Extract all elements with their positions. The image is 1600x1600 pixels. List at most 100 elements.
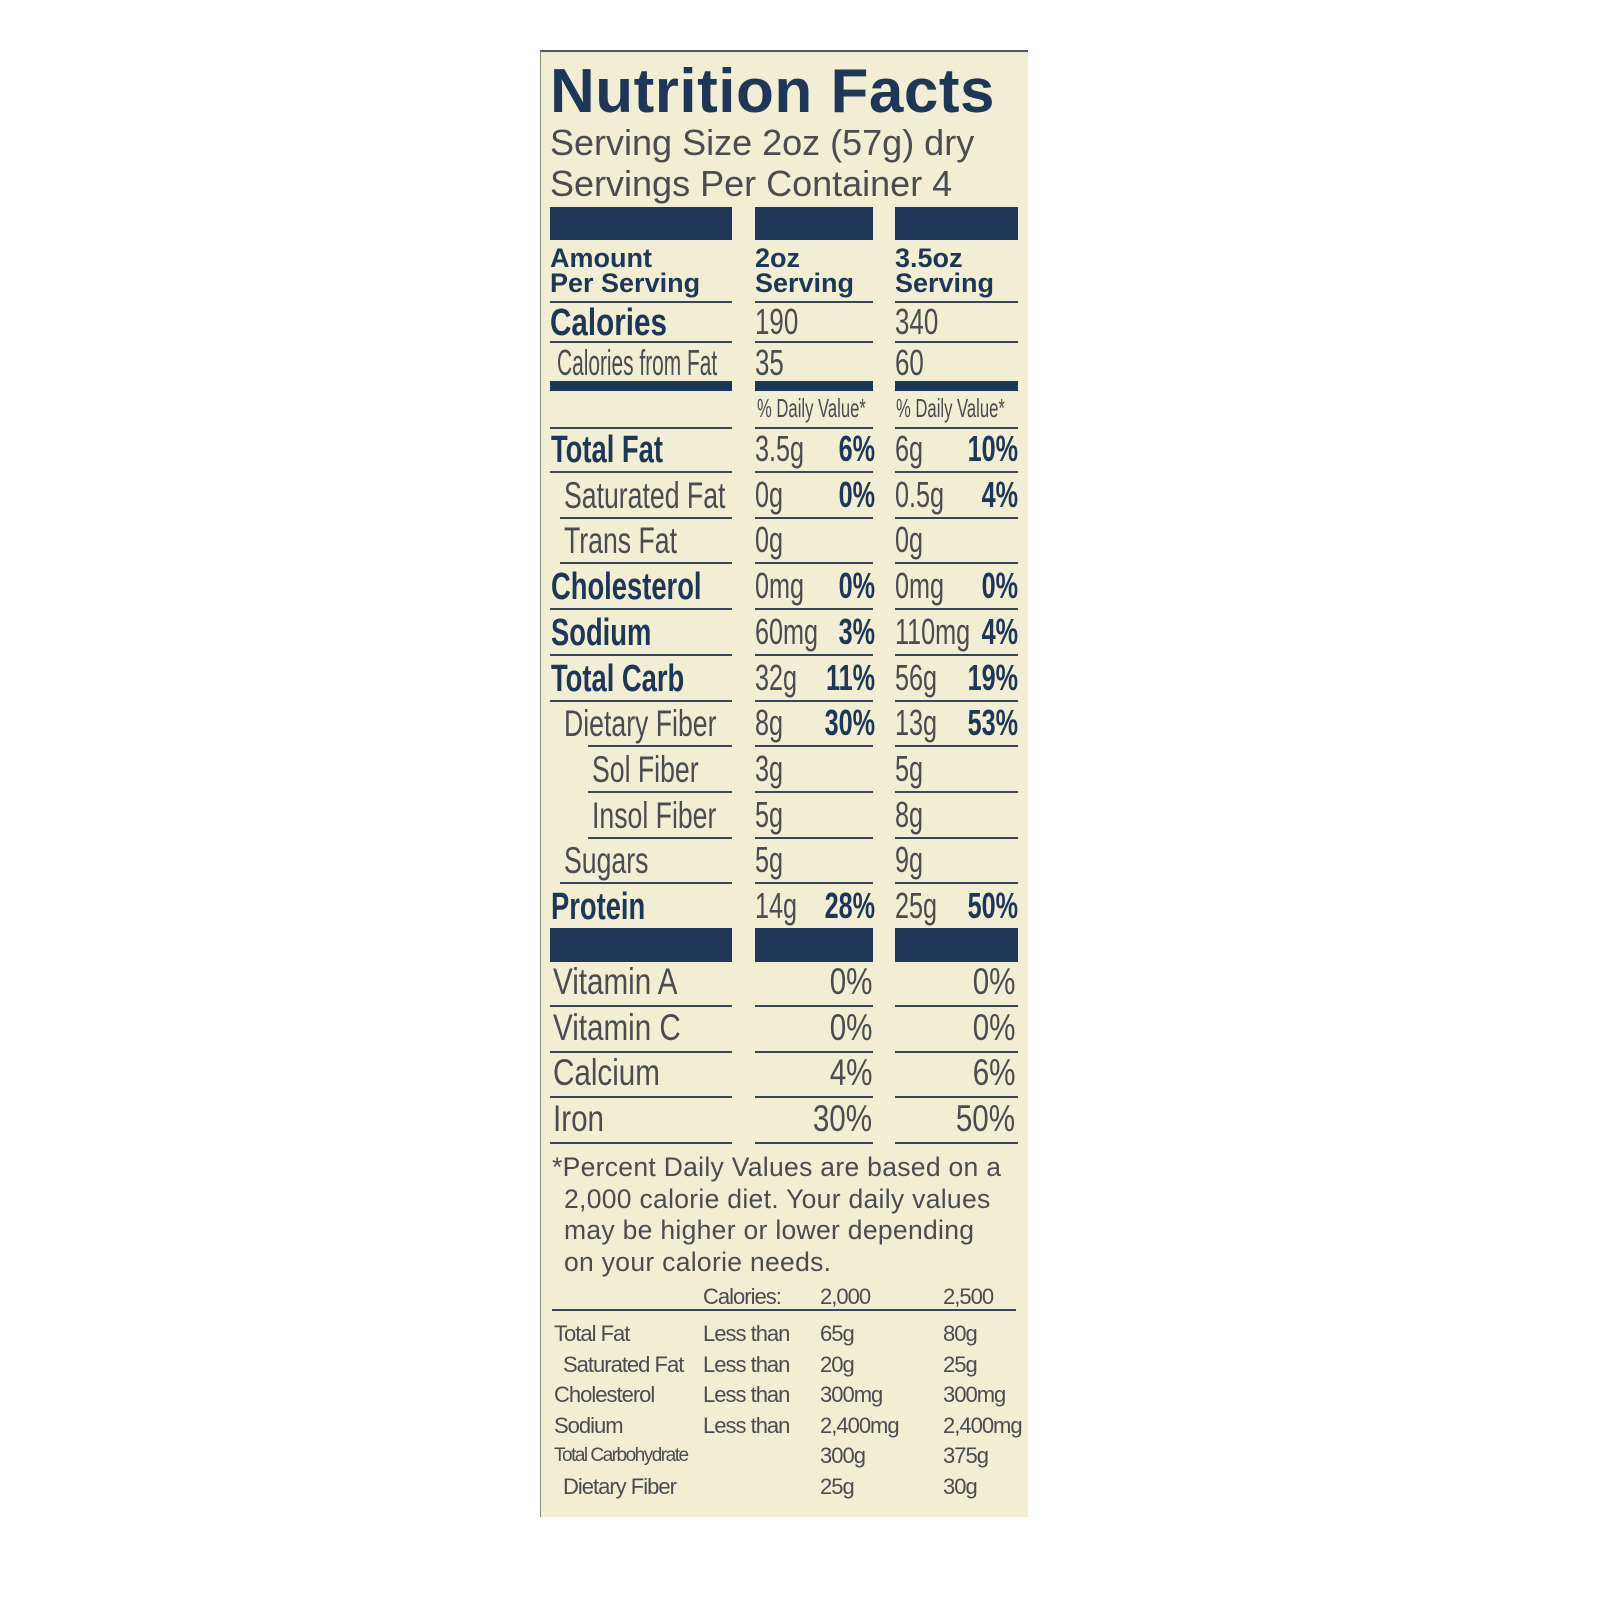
nutrient-col2-amount-text: 0mg: [895, 565, 945, 607]
thick-divider: [550, 381, 732, 391]
dv-nutrient: Sodium: [554, 1412, 624, 1438]
vitamin-label: Iron: [553, 1100, 617, 1137]
col2-header-text: 3.5oz: [895, 243, 963, 273]
calories-from-fat-label-text: Calories from Fat: [557, 342, 718, 383]
rule-line: [755, 516, 873, 519]
rule-line: [895, 1142, 1018, 1145]
nutrient-col1-amount-text: 5g: [755, 793, 784, 835]
rule-line: [550, 699, 732, 702]
rule-line: [550, 1005, 732, 1007]
nutrient-label: Sugars: [564, 842, 681, 879]
vitamin-col2-text: 0%: [972, 1006, 1015, 1048]
dv-col1: 300mg: [820, 1382, 883, 1407]
rule-line: [755, 1142, 873, 1145]
vitamin-label-text: Vitamin C: [553, 1006, 681, 1048]
nutrient-label-text: Dietary Fiber: [564, 703, 717, 745]
rule-line: [895, 653, 1018, 656]
vitamin-label: Vitamin A: [553, 963, 709, 1000]
vitamin-col1-text: 0%: [829, 961, 872, 1002]
vitamin-col2-text: 0%: [972, 961, 1015, 1002]
dv-col2: 375g: [943, 1443, 989, 1468]
nutrient-col1-dv-text: 0%: [838, 473, 875, 515]
nutrient-col2-amount-text: 5g: [895, 747, 924, 789]
nutrient-col1-dv-text: 0%: [838, 565, 875, 607]
vitamin-label: Calcium: [553, 1054, 687, 1091]
rule-line: [895, 836, 1018, 839]
nutrient-col2-amount-text: 6g: [895, 428, 924, 469]
rule-line: [550, 653, 732, 656]
nutrient-col2-amount-text: 9g: [895, 839, 924, 881]
dv-col2: 25g: [943, 1351, 978, 1377]
nutrient-col2-dv: 0%: [966, 568, 1018, 604]
nutrient-col1-dv-text: 28%: [824, 885, 875, 926]
vitamin-col1: 0%: [819, 1009, 872, 1046]
daily-value-header-text: % Daily Value*: [896, 393, 1005, 423]
nutrient-col2-amount-text: 0g: [895, 519, 924, 561]
rule-line: [755, 1096, 873, 1099]
nutrient-col1-dv-text: 6%: [838, 428, 875, 469]
vitamin-label-text: Calcium: [553, 1052, 660, 1094]
amount-header: Amount: [550, 245, 652, 272]
nutrient-col1-dv-text: 11%: [825, 656, 875, 698]
serving-size: Serving Size 2oz (57g) dry: [550, 122, 975, 163]
nutrient-col2-amount: 25g: [895, 888, 955, 924]
dv-nutrient: Cholesterol: [554, 1382, 655, 1407]
nutrient-col1-amount: 0g: [755, 473, 795, 515]
vitamin-col2: 0%: [962, 963, 1015, 1000]
vitamin-col2: 50%: [941, 1100, 1015, 1137]
nutrient-col1-amount-text: 0g: [755, 473, 784, 515]
rule-line: [895, 745, 1018, 748]
rule-line: [755, 699, 873, 702]
calories-col2: 340: [895, 304, 955, 340]
nutrient-col2-amount-text: 8g: [895, 793, 924, 835]
nutrient-col1-amount-text: 60mg: [755, 610, 819, 652]
nutrient-label: Cholesterol: [551, 568, 760, 606]
nutrient-col2-amount: 8g: [895, 793, 935, 835]
vitamin-label-text: Vitamin A: [553, 961, 678, 1002]
nutrient-label: Saturated Fat: [564, 477, 788, 514]
nutrient-col2-dv-text: 53%: [967, 702, 1018, 744]
rule-line: [755, 653, 873, 656]
calories-from-fat-label: Calories from Fat: [557, 345, 833, 381]
rule-line: [550, 427, 732, 429]
nutrient-col2-dv: 50%: [946, 888, 1018, 924]
calories-col1: 190: [755, 304, 815, 340]
dv-qualifier: Less than: [703, 1412, 790, 1438]
footnote: *Percent Daily Values are based on a 2,0…: [552, 1152, 1022, 1278]
nutrient-col2-amount: 0.5g: [895, 476, 965, 513]
nutrient-col2-dv-text: 4%: [981, 473, 1018, 515]
nutrient-label-text: Total Fat: [551, 429, 663, 471]
thick-divider: [755, 928, 873, 962]
nutrient-col2-amount-text: 25g: [895, 885, 938, 926]
column-header-bar: [755, 207, 873, 240]
col1-header: 2oz: [755, 245, 800, 272]
amount-header: Per Serving: [550, 270, 700, 297]
rule-line: [895, 790, 1018, 793]
col2-header: Serving: [895, 270, 994, 297]
nutrient-col2-dv-text: 19%: [967, 656, 1018, 698]
nutrient-col1-amount: 8g: [755, 705, 795, 741]
nutrient-label: Sol Fiber: [592, 751, 740, 788]
rule-line: [755, 341, 873, 343]
thick-divider: [550, 928, 732, 962]
dv-col1: 25g: [820, 1473, 855, 1499]
nutrient-col2-amount: 6g: [895, 431, 935, 467]
rule-line: [560, 516, 732, 519]
nutrient-col1-amount-text: 3.5g: [755, 428, 805, 469]
rule-line: [550, 1142, 732, 1145]
dv-calories-col1: 2,000: [820, 1284, 871, 1309]
nutrient-col2-dv-text: 50%: [967, 885, 1018, 926]
nutrient-col1-dv: 3%: [823, 610, 875, 652]
vitamin-col1: 30%: [798, 1100, 872, 1137]
rule-line: [895, 427, 1018, 429]
rule-line: [755, 836, 873, 839]
nutrient-col2-amount: 110mg: [895, 613, 1002, 650]
nutrient-label-text: Sol Fiber: [592, 748, 699, 790]
nutrient-col1-amount: 0g: [755, 522, 795, 558]
vitamin-col1-text: 30%: [812, 1098, 872, 1140]
nutrient-col1-dv-text: 3%: [838, 610, 875, 652]
col2-header-text: Serving: [895, 268, 995, 298]
nutrient-label: Sodium: [551, 614, 690, 652]
rule-line: [755, 471, 873, 473]
daily-value-header: % Daily Value*: [896, 395, 1066, 421]
